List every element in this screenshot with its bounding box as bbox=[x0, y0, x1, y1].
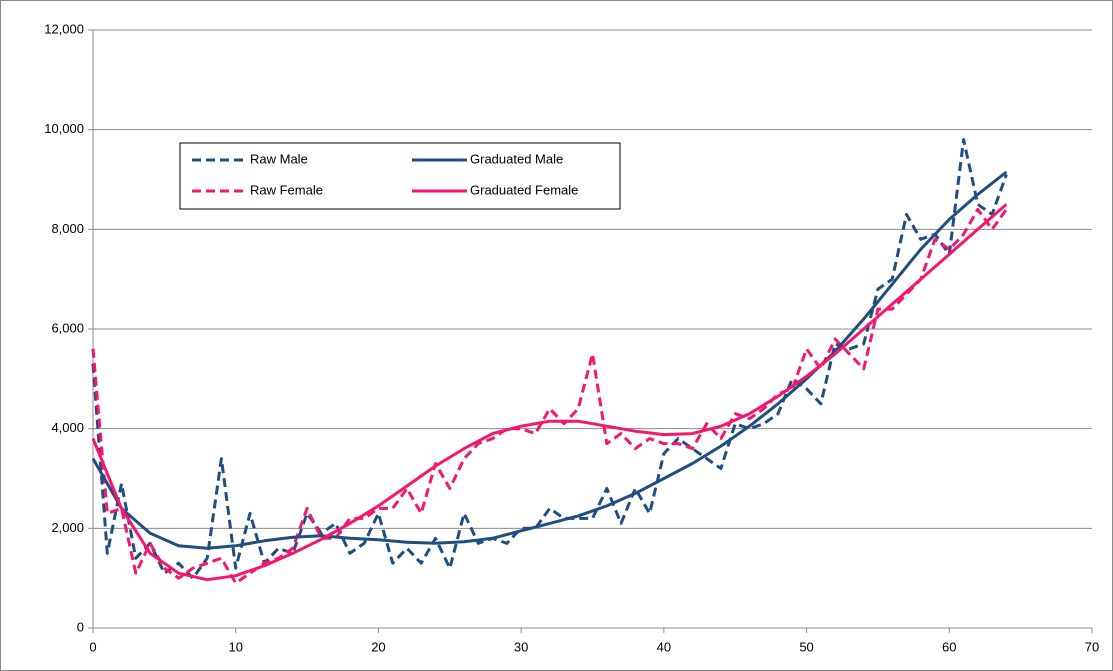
y-tick-label: 10,000 bbox=[44, 121, 84, 136]
series-line bbox=[91, 138, 1008, 580]
legend-label: Raw Male bbox=[250, 151, 308, 166]
y-tick-label: 6,000 bbox=[51, 320, 84, 335]
legend-label: Raw Female bbox=[250, 182, 323, 197]
y-tick-label: 2,000 bbox=[51, 520, 84, 535]
x-tick-label: 30 bbox=[514, 639, 528, 654]
y-tick-label: 8,000 bbox=[51, 221, 84, 236]
x-tick-label: 40 bbox=[657, 639, 671, 654]
legend-label: Graduated Male bbox=[470, 151, 563, 166]
legend-box bbox=[179, 142, 621, 210]
series-line bbox=[91, 170, 1008, 550]
y-tick-label: 0 bbox=[77, 619, 84, 634]
legend-label: Graduated Female bbox=[470, 182, 578, 197]
x-tick-label: 50 bbox=[799, 639, 813, 654]
x-tick-label: 0 bbox=[89, 639, 96, 654]
y-tick-label: 12,000 bbox=[44, 21, 84, 36]
series-line bbox=[91, 207, 1008, 585]
y-tick-label: 4,000 bbox=[51, 420, 84, 435]
x-tick-label: 20 bbox=[371, 639, 385, 654]
x-tick-label: 60 bbox=[942, 639, 956, 654]
series-line bbox=[91, 203, 1008, 582]
x-tick-label: 10 bbox=[228, 639, 242, 654]
x-tick-label: 70 bbox=[1085, 639, 1099, 654]
